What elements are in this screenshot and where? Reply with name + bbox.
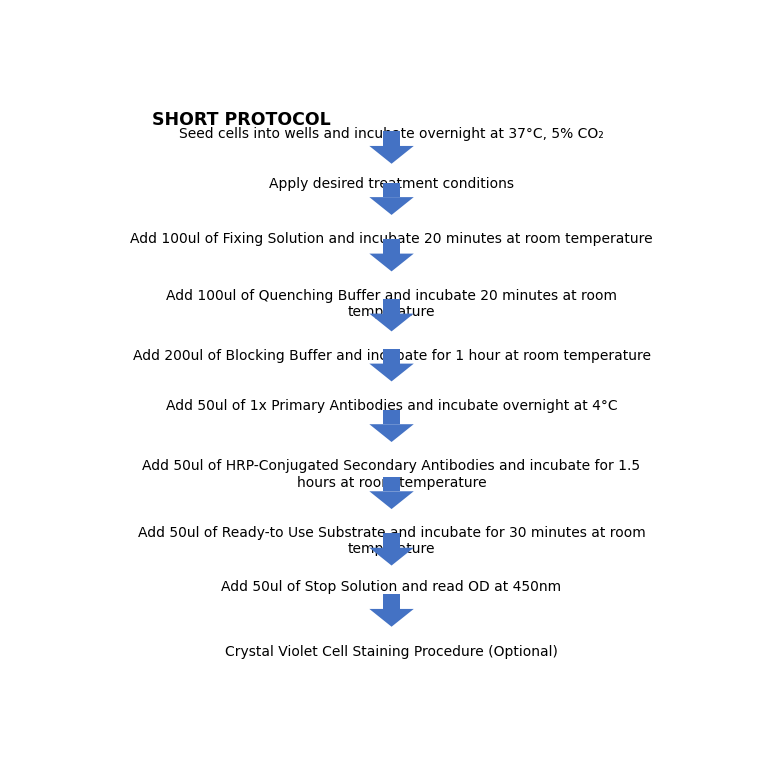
Text: Add 50ul of Stop Solution and read OD at 450nm: Add 50ul of Stop Solution and read OD at… bbox=[222, 580, 562, 594]
Text: Add 100ul of Quenching Buffer and incubate 20 minutes at room
temperature: Add 100ul of Quenching Buffer and incuba… bbox=[166, 289, 617, 319]
Polygon shape bbox=[383, 131, 400, 146]
Text: Add 200ul of Blocking Buffer and incubate for 1 hour at room temperature: Add 200ul of Blocking Buffer and incubat… bbox=[132, 349, 651, 364]
Text: Add 50ul of 1x Primary Antibodies and incubate overnight at 4°C: Add 50ul of 1x Primary Antibodies and in… bbox=[166, 399, 617, 413]
Polygon shape bbox=[383, 299, 400, 313]
Polygon shape bbox=[369, 491, 414, 509]
Text: Add 100ul of Fixing Solution and incubate 20 minutes at room temperature: Add 100ul of Fixing Solution and incubat… bbox=[130, 231, 653, 246]
Polygon shape bbox=[383, 349, 400, 364]
Polygon shape bbox=[383, 477, 400, 491]
Polygon shape bbox=[383, 533, 400, 548]
Text: Seed cells into wells and incubate overnight at 37°C, 5% CO₂: Seed cells into wells and incubate overn… bbox=[180, 127, 604, 141]
Text: Add 50ul of HRP-Conjugated Secondary Antibodies and incubate for 1.5
hours at ro: Add 50ul of HRP-Conjugated Secondary Ant… bbox=[143, 459, 640, 490]
Polygon shape bbox=[369, 197, 414, 215]
Polygon shape bbox=[369, 254, 414, 271]
Text: Apply desired treatment conditions: Apply desired treatment conditions bbox=[269, 177, 514, 191]
Polygon shape bbox=[369, 548, 414, 565]
Polygon shape bbox=[383, 410, 400, 424]
Polygon shape bbox=[383, 594, 400, 609]
Polygon shape bbox=[383, 183, 400, 197]
Polygon shape bbox=[369, 609, 414, 626]
Polygon shape bbox=[369, 146, 414, 163]
Text: SHORT PROTOCOL: SHORT PROTOCOL bbox=[152, 111, 331, 128]
Text: Crystal Violet Cell Staining Procedure (Optional): Crystal Violet Cell Staining Procedure (… bbox=[225, 645, 558, 659]
Polygon shape bbox=[383, 239, 400, 254]
Polygon shape bbox=[369, 313, 414, 332]
Polygon shape bbox=[369, 424, 414, 442]
Text: Add 50ul of Ready-to Use Substrate and incubate for 30 minutes at room
temperatu: Add 50ul of Ready-to Use Substrate and i… bbox=[138, 526, 646, 556]
Polygon shape bbox=[369, 364, 414, 381]
